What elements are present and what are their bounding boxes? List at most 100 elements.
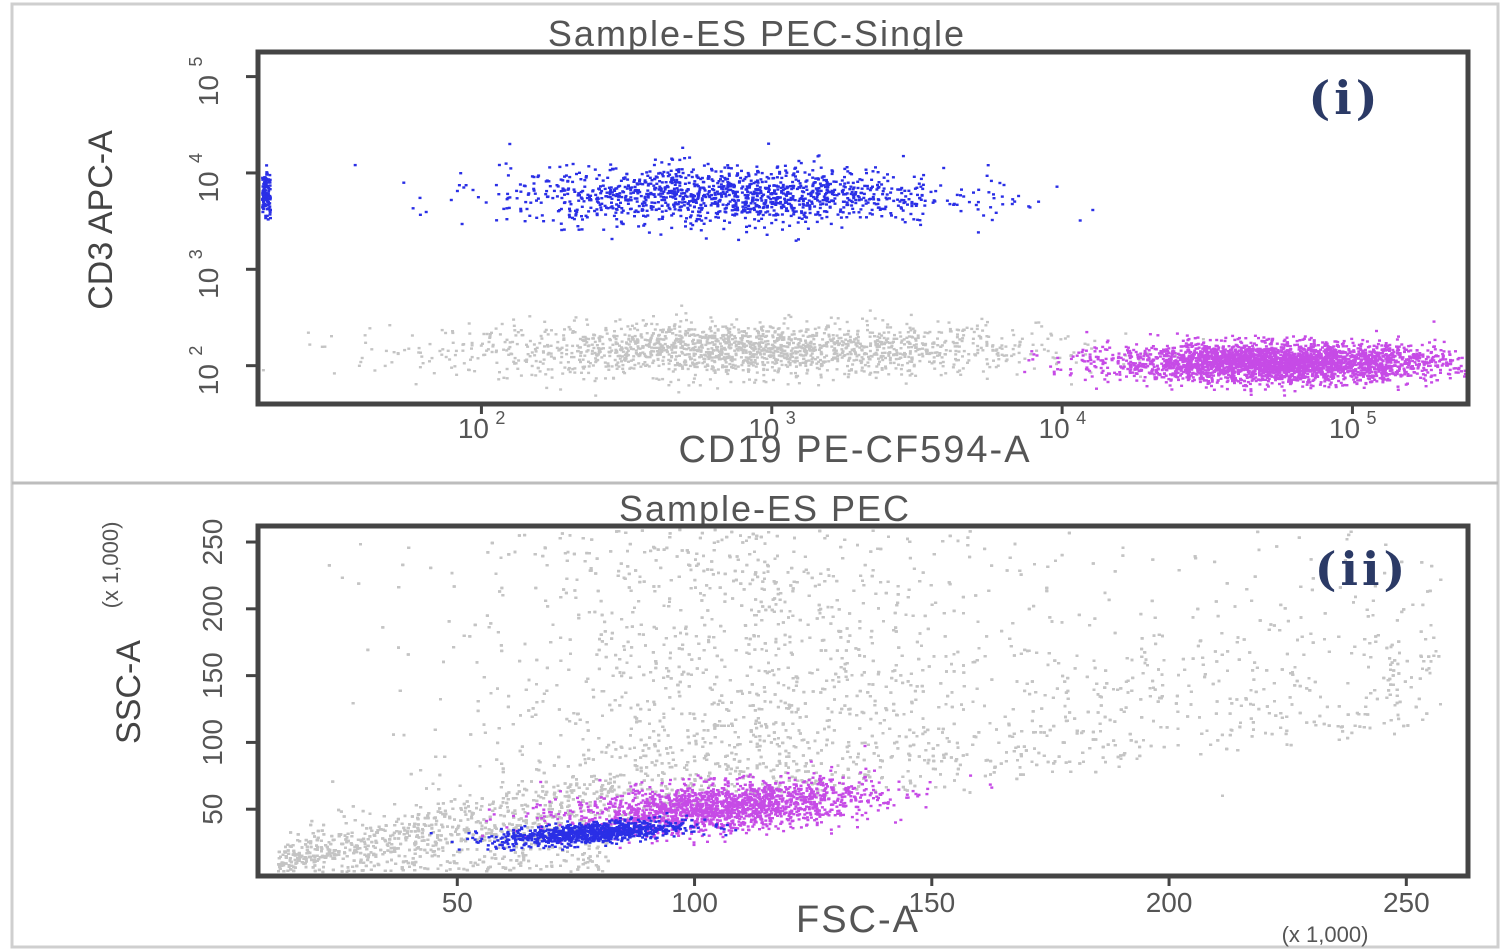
event-point (839, 336, 843, 340)
event-point (1336, 340, 1340, 344)
event-point (803, 171, 807, 174)
event-point (872, 198, 876, 201)
event-point (694, 348, 698, 352)
event-point (1242, 384, 1246, 388)
event-point (792, 172, 796, 175)
event-point (863, 184, 867, 188)
event-point (822, 178, 826, 182)
event-point (1129, 365, 1133, 369)
event-point (621, 363, 625, 367)
event-point (711, 334, 715, 337)
event-point (773, 330, 777, 333)
event-point (653, 177, 657, 181)
event-point (819, 184, 823, 187)
event-point (905, 322, 909, 326)
event-point (1246, 380, 1250, 384)
event-point (682, 192, 685, 195)
event-point (424, 210, 428, 214)
event-point (417, 346, 421, 350)
event-point (476, 196, 480, 199)
event-point (850, 191, 854, 194)
event-point (707, 194, 711, 198)
event-point (906, 361, 910, 365)
event-point (1046, 337, 1050, 340)
event-point (827, 200, 831, 204)
event-point (699, 203, 703, 207)
event-point (1049, 332, 1053, 335)
event-point (1171, 361, 1175, 365)
event-point (728, 362, 732, 366)
event-point (704, 216, 708, 220)
event-point (680, 205, 684, 208)
event-point (650, 354, 654, 357)
event-point (1233, 338, 1237, 342)
event-point (827, 360, 831, 363)
event-point (897, 363, 900, 366)
event-point (931, 342, 935, 345)
event-point (1403, 350, 1406, 354)
event-point (686, 202, 690, 205)
event-point (650, 179, 654, 182)
event-point (958, 338, 962, 341)
event-point (589, 206, 593, 209)
event-point (986, 320, 989, 324)
event-point (737, 328, 741, 331)
event-point (771, 347, 775, 350)
event-point (1127, 354, 1131, 357)
event-point (717, 210, 721, 214)
event-point (681, 340, 685, 343)
event-point (856, 329, 860, 333)
event-point (784, 345, 788, 348)
event-point (673, 323, 677, 326)
event-point (627, 337, 631, 340)
event-point (923, 199, 927, 202)
event-point (622, 177, 626, 181)
event-point (697, 361, 701, 364)
event-point (657, 364, 661, 367)
event-point (745, 225, 748, 228)
event-point (800, 194, 804, 198)
event-point (664, 337, 668, 340)
event-point (769, 326, 773, 329)
event-point (847, 212, 851, 215)
event-point (556, 185, 560, 188)
event-point (584, 175, 588, 178)
event-point (865, 352, 868, 356)
event-point (876, 371, 880, 374)
event-point (675, 355, 678, 358)
event-point (1339, 381, 1343, 385)
event-point (1167, 351, 1171, 354)
event-point (1055, 185, 1059, 188)
event-point (850, 204, 854, 207)
event-point (686, 208, 690, 211)
event-point (587, 337, 591, 341)
event-point (745, 230, 749, 234)
event-point (837, 192, 841, 196)
event-point (560, 351, 564, 355)
event-point (1306, 372, 1310, 375)
event-point (914, 346, 918, 349)
event-point (833, 347, 837, 350)
event-point (645, 171, 649, 174)
event-point (716, 329, 720, 332)
event-point (929, 190, 933, 194)
event-point (804, 330, 808, 334)
event-point (657, 207, 661, 210)
event-point (568, 207, 571, 210)
event-point (726, 184, 730, 187)
event-point (860, 356, 864, 359)
event-point (953, 345, 957, 348)
event-point (804, 220, 808, 223)
event-point (625, 172, 629, 176)
event-point (641, 345, 645, 348)
event-point (673, 180, 677, 184)
event-point (532, 187, 536, 191)
event-point (809, 194, 813, 198)
event-point (750, 343, 754, 347)
event-point (656, 337, 660, 340)
event-point (812, 338, 816, 341)
event-point (1125, 359, 1129, 362)
event-point (774, 192, 778, 195)
event-point (684, 312, 688, 315)
event-point (647, 231, 651, 234)
